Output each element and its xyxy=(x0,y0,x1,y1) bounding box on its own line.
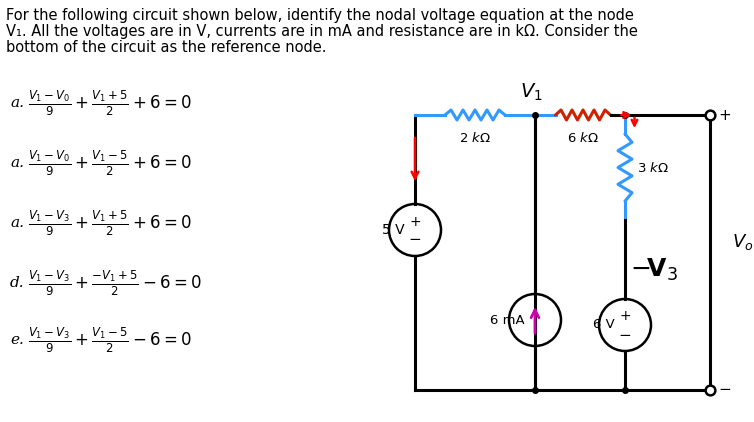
Text: d.: d. xyxy=(10,276,25,290)
Text: $6\ k\Omega$: $6\ k\Omega$ xyxy=(567,131,599,145)
Text: $\frac{V_1-V_0}{9}+\frac{V_1+5}{2}+6=0$: $\frac{V_1-V_0}{9}+\frac{V_1+5}{2}+6=0$ xyxy=(28,88,192,118)
Text: +: + xyxy=(619,309,631,323)
Text: V₁. All the voltages are in V, currents are in mA and resistance are in kΩ. Cons: V₁. All the voltages are in V, currents … xyxy=(6,24,638,39)
Text: $\frac{V_1-V_0}{9}+\frac{V_1-5}{2}+6=0$: $\frac{V_1-V_0}{9}+\frac{V_1-5}{2}+6=0$ xyxy=(28,148,192,178)
Text: a.: a. xyxy=(10,96,24,110)
Text: For the following circuit shown below, identify the nodal voltage equation at th: For the following circuit shown below, i… xyxy=(6,8,634,23)
Text: e.: e. xyxy=(10,333,24,347)
Text: 5 V: 5 V xyxy=(382,223,405,237)
Text: $V_1$: $V_1$ xyxy=(520,82,542,103)
Text: −: − xyxy=(718,382,731,398)
Text: −: − xyxy=(409,232,421,246)
Text: 6 V: 6 V xyxy=(593,319,615,332)
Text: $V_o$: $V_o$ xyxy=(732,233,753,252)
Text: $\frac{V_1-V_3}{9}+\frac{-V_1+5}{2}-6=0$: $\frac{V_1-V_3}{9}+\frac{-V_1+5}{2}-6=0$ xyxy=(28,268,201,298)
Text: $\frac{V_1-V_3}{9}+\frac{V_1+5}{2}+6=0$: $\frac{V_1-V_3}{9}+\frac{V_1+5}{2}+6=0$ xyxy=(28,208,192,238)
Text: $2\ k\Omega$: $2\ k\Omega$ xyxy=(459,131,491,145)
Text: a.: a. xyxy=(10,156,24,170)
Text: +: + xyxy=(409,215,421,229)
Text: −: − xyxy=(618,327,631,343)
Text: $-\!\mathbf{V}_3$: $-\!\mathbf{V}_3$ xyxy=(630,257,679,283)
Text: +: + xyxy=(718,108,731,122)
Text: a.: a. xyxy=(10,216,24,230)
Text: bottom of the circuit as the reference node.: bottom of the circuit as the reference n… xyxy=(6,40,326,55)
Text: $3\ k\Omega$: $3\ k\Omega$ xyxy=(637,160,669,175)
Text: 6 mA: 6 mA xyxy=(490,314,525,327)
Text: $\frac{V_1-V_3}{9}+\frac{V_1-5}{2}-6=0$: $\frac{V_1-V_3}{9}+\frac{V_1-5}{2}-6=0$ xyxy=(28,325,192,355)
